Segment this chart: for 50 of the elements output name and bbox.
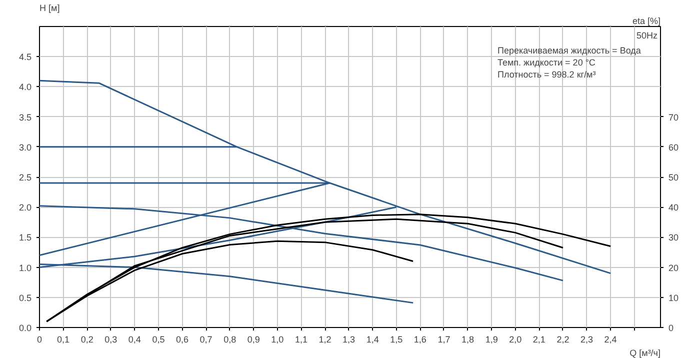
y-tick-label: 3.0 [18, 142, 32, 152]
annotation: Темп. жидкости = 20 °C [498, 58, 596, 68]
y-tick-label: 2.5 [18, 172, 32, 182]
x-tick-label: 1,9 [485, 334, 498, 344]
y-tick-label: 0.5 [18, 292, 32, 303]
y-tick-label: 0.0 [18, 323, 32, 333]
x-tick-label: 1,0 [271, 334, 284, 344]
y2-axis-title: eta [%] [632, 16, 660, 26]
x-tick-label: 0,3 [104, 334, 118, 344]
x-tick-label: 0,9 [247, 334, 260, 344]
y-axis-title: H [м] [40, 3, 60, 13]
x-tick-label: 1,3 [342, 334, 356, 344]
y2-tick-label: 10 [668, 292, 679, 303]
x-tick-label: 0 [36, 334, 42, 344]
x-tick-label: 0,7 [200, 334, 212, 344]
y2-tick-label: 0 [668, 323, 674, 333]
x-tick-label: 1,6 [414, 334, 426, 344]
x-tick-label: 0,4 [128, 334, 141, 344]
x-axis-title: Q [м³/ч] [630, 348, 661, 358]
y-tick-label: 4.5 [18, 52, 32, 62]
x-tick-label: 0,5 [152, 334, 165, 344]
annotation: 50Hz [636, 30, 658, 40]
x-tick-label: 1,2 [318, 334, 332, 344]
y2-tick-label: 30 [668, 232, 679, 243]
x-tick-label: 0,1 [57, 334, 70, 344]
x-tick-label: 2,3 [580, 334, 593, 344]
x-tick-label: 2,1 [532, 334, 546, 344]
y2-tick-label: 60 [668, 142, 679, 152]
y-tick-label: 1.0 [18, 262, 32, 273]
y-tick-label: 4.0 [18, 82, 32, 92]
annotation: Плотность = 998.2 кг/м³ [498, 70, 596, 80]
x-tick-label: 2,0 [509, 334, 522, 344]
y2-tick-label: 50 [668, 172, 679, 182]
x-tick-label: 2,4 [604, 334, 617, 344]
x-tick-label: 1,8 [462, 334, 474, 344]
y2-tick-label: 70 [668, 112, 679, 122]
x-tick-label: 1,7 [438, 334, 450, 344]
y-tick-label: 3.5 [18, 112, 32, 122]
x-tick-label: 2,2 [556, 334, 570, 344]
x-tick-label: 0,8 [224, 334, 236, 344]
x-tick-label: 1,4 [366, 334, 379, 344]
annotation: Перекачиваемая жидкость = Вода [498, 46, 641, 56]
x-tick-label: 1,1 [294, 334, 308, 344]
y2-tick-label: 40 [668, 202, 679, 213]
y-tick-label: 2.0 [18, 202, 32, 213]
y-tick-label: 1.5 [18, 232, 32, 243]
x-tick-label: 0,2 [80, 334, 94, 344]
x-tick-label: 1,5 [390, 334, 403, 344]
x-tick-label: 0,6 [176, 334, 189, 344]
y2-tick-label: 20 [668, 262, 679, 273]
